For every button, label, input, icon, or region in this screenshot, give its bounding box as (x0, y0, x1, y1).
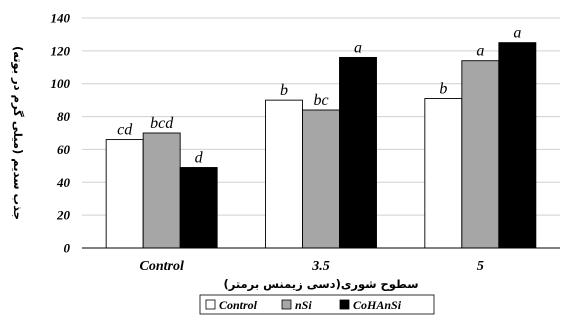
x-tick-label: 5 (477, 259, 484, 274)
legend-label: Control (219, 298, 258, 312)
bar-nsi-2 (461, 60, 500, 249)
y-tick-label: 0 (64, 241, 71, 256)
significance-label: b (439, 81, 447, 98)
y-tick-label: 20 (56, 208, 71, 223)
bars (105, 42, 537, 249)
y-tick-labels: 0 20 40 60 80 100 120 140 (51, 11, 71, 256)
legend: Control nSi CoHAnSi (199, 294, 435, 315)
y-axis-label: جذب سدیم (میلی گرم در بوته) (10, 46, 25, 220)
x-category-labels: Control 3.5 5 (139, 259, 483, 274)
y-tick-label: 140 (51, 11, 71, 26)
x-tick-label: 3.5 (311, 259, 330, 274)
y-tick-label: 60 (57, 142, 71, 157)
bar-cohansi-1 (339, 56, 377, 249)
legend-swatch (205, 299, 216, 310)
significance-label: bcd (150, 115, 174, 132)
y-tick-label: 100 (51, 76, 71, 91)
bar-control-0 (105, 139, 144, 249)
bar-control-1 (265, 99, 303, 249)
x-tick-label: Control (139, 259, 183, 274)
bar-control-2 (424, 98, 463, 249)
legend-box (199, 294, 435, 315)
significance-labels: cd bcd d b bc a b a a (117, 25, 521, 167)
legend-swatch (281, 299, 292, 310)
x-axis-label: سطوح شوری(دسی زیمنس برمتر) (223, 277, 418, 292)
y-tick-label: 80 (57, 109, 71, 124)
significance-label: a (476, 43, 484, 60)
significance-label: cd (117, 122, 133, 139)
bar-nsi-1 (302, 109, 340, 249)
y-tick-label: 40 (56, 175, 71, 190)
legend-label: nSi (295, 298, 312, 312)
bar-cohansi-2 (498, 42, 537, 249)
legend-label: CoHAnSi (353, 298, 402, 312)
y-tick-label: 120 (51, 43, 71, 58)
legend-swatch (339, 299, 350, 310)
significance-label: bc (313, 92, 328, 109)
significance-label: a (354, 39, 362, 56)
significance-label: a (513, 25, 521, 42)
bar-nsi-0 (142, 132, 181, 249)
significance-label: d (195, 150, 204, 167)
bar-cohansi-0 (179, 167, 218, 249)
significance-label: b (280, 82, 288, 99)
